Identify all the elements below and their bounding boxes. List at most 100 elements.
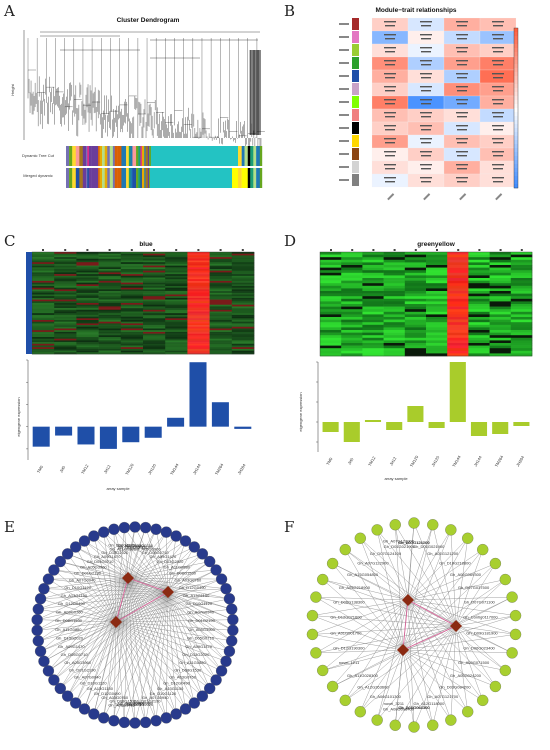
network-node bbox=[210, 674, 222, 686]
network-edge bbox=[84, 621, 117, 710]
network-edge bbox=[402, 649, 433, 726]
heatmap-cell bbox=[54, 275, 77, 278]
heatmap-cell bbox=[120, 335, 144, 338]
bar-label-TM144: TM144 bbox=[451, 454, 462, 468]
heatmap-cell bbox=[404, 257, 427, 261]
scale-step bbox=[514, 104, 518, 109]
heatmap-cell bbox=[98, 318, 122, 321]
heatmap-cell bbox=[165, 284, 188, 287]
heatmap-cell bbox=[362, 270, 384, 274]
bar-label-JH264: JH264 bbox=[236, 462, 246, 475]
heatmap-cell bbox=[76, 343, 99, 346]
tree-cut-segment bbox=[144, 146, 146, 166]
heatmap-cell bbox=[231, 314, 255, 317]
heatmap-cell bbox=[54, 252, 77, 254]
heatmap-cell-text bbox=[420, 34, 432, 36]
heatmap-cell bbox=[443, 17, 481, 32]
heatmap-cell bbox=[383, 353, 406, 357]
scale-step bbox=[514, 144, 518, 149]
heatmap-cell bbox=[54, 274, 77, 277]
heatmap-cell bbox=[54, 304, 77, 307]
heatmap-cell bbox=[120, 342, 144, 345]
heatmap-cell bbox=[209, 337, 233, 339]
network-node-label: Gh_D06G023400 bbox=[463, 645, 495, 650]
network-node bbox=[70, 541, 82, 553]
heatmap-cell-text bbox=[493, 155, 503, 157]
heatmap-cell bbox=[98, 257, 122, 260]
heatmap-cell bbox=[209, 321, 233, 324]
heatmap-cell bbox=[371, 121, 409, 136]
network-node-label: Gh_D07G124100 bbox=[398, 540, 430, 545]
heatmap-cell bbox=[120, 291, 144, 294]
network-edge bbox=[40, 591, 169, 599]
network-node bbox=[196, 690, 209, 702]
heatmap-cell bbox=[231, 286, 255, 288]
heatmap-cell bbox=[120, 301, 144, 304]
network-edge bbox=[407, 599, 483, 701]
network-node bbox=[499, 573, 511, 586]
heatmap-cell bbox=[320, 254, 342, 258]
heatmap-cell bbox=[187, 252, 210, 254]
bar-JH12 bbox=[386, 422, 403, 430]
heatmap-cell-text bbox=[421, 90, 431, 92]
network-edge bbox=[38, 591, 169, 610]
heatmap-cell bbox=[383, 324, 406, 328]
heatmap-cell-text bbox=[420, 151, 432, 153]
heatmap-cell bbox=[320, 291, 342, 294]
heatmap-cell bbox=[98, 299, 122, 302]
heatmap-cell bbox=[32, 338, 55, 341]
network-node bbox=[317, 664, 329, 677]
heatmap-cell-text bbox=[384, 112, 396, 114]
network-edge bbox=[407, 599, 506, 671]
heatmap-cell bbox=[187, 306, 210, 309]
heatmap-cell bbox=[447, 285, 469, 289]
network-edge bbox=[38, 621, 117, 642]
heatmap-cell bbox=[447, 283, 469, 287]
network-node bbox=[462, 706, 474, 718]
network-node bbox=[204, 682, 216, 695]
network-edge bbox=[155, 591, 169, 721]
scale-step bbox=[514, 152, 518, 157]
heatmap-cell bbox=[32, 308, 55, 311]
heatmap-cell bbox=[447, 319, 469, 323]
heatmap-cell bbox=[187, 304, 210, 307]
heatmap-cell bbox=[76, 274, 99, 277]
heatmap-cell bbox=[426, 291, 448, 294]
heatmap-cell bbox=[510, 288, 533, 292]
column-marker bbox=[130, 249, 133, 251]
heatmap-cell-text bbox=[421, 168, 431, 170]
heatmap-cell bbox=[383, 301, 406, 305]
network-edge bbox=[93, 535, 169, 593]
heatmap-cell bbox=[341, 337, 363, 341]
heatmap-cell bbox=[320, 353, 342, 357]
heatmap-cell bbox=[468, 335, 490, 339]
network-node bbox=[88, 708, 100, 720]
heatmap-cell bbox=[76, 321, 99, 324]
network-node-label: Gh_A11G0880 bbox=[118, 701, 145, 706]
network-edge bbox=[115, 621, 195, 704]
network-edge bbox=[127, 577, 230, 652]
heatmap-cell bbox=[443, 160, 481, 175]
heatmap-cell bbox=[320, 252, 342, 255]
network-edge bbox=[167, 591, 230, 652]
heatmap-cell bbox=[165, 304, 188, 307]
heatmap-cell bbox=[165, 316, 188, 319]
heatmap-cell bbox=[209, 331, 233, 334]
heatmap-cell-text bbox=[492, 112, 504, 114]
heatmap-cell bbox=[98, 335, 122, 338]
heatmap-cell bbox=[98, 343, 122, 346]
heatmap-cell bbox=[407, 121, 445, 136]
network-node-label: Gh_A07G122900 bbox=[383, 539, 415, 544]
scale-step bbox=[514, 124, 518, 129]
heatmap-cell bbox=[489, 293, 512, 297]
network-edge bbox=[360, 538, 457, 627]
bar-TM144 bbox=[167, 417, 185, 427]
network-edge bbox=[115, 621, 157, 721]
bar-label-TM144: TM144 bbox=[169, 462, 180, 476]
heatmap-cell bbox=[98, 333, 122, 336]
heatmap-cell bbox=[187, 255, 210, 258]
network-node-label: Gh_A07G0940 bbox=[142, 695, 169, 700]
network-edge bbox=[322, 579, 404, 651]
heatmap-cell bbox=[320, 270, 342, 274]
heatmap-cell bbox=[187, 342, 210, 345]
